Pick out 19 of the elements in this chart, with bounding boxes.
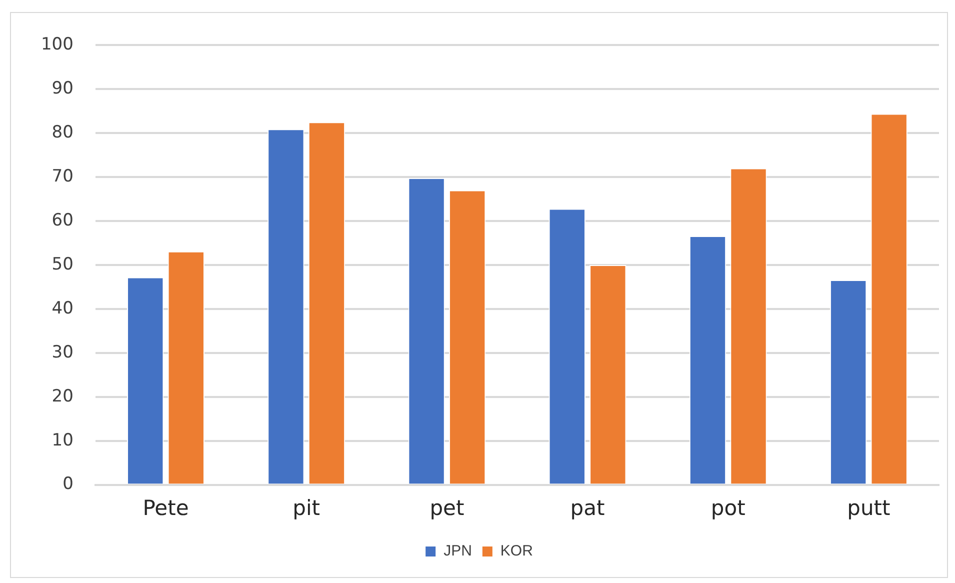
y-tick-label: 0 [62, 474, 74, 494]
legend-label: JPN [444, 542, 472, 560]
y-tick-label: 20 [52, 386, 74, 406]
y-tick-label: 10 [52, 430, 74, 450]
legend-label: KOR [500, 542, 534, 560]
x-tick-label: Pete [142, 496, 189, 520]
x-tick-label: pet [430, 496, 464, 520]
y-tick-label: 30 [52, 342, 74, 362]
x-tick-label: pot [710, 496, 746, 520]
y-tick-label: 100 [40, 34, 74, 55]
y-tick-label: 60 [52, 210, 74, 230]
x-tick-label: pit [292, 496, 320, 520]
y-tick-label: 40 [52, 298, 74, 318]
x-tick-label: putt [847, 496, 890, 520]
x-tick-label: pat [570, 496, 605, 520]
y-tick-label: 80 [52, 122, 74, 143]
y-tick-label: 70 [52, 166, 74, 186]
y-tick-label: 90 [52, 78, 74, 99]
y-tick-label: 50 [52, 254, 74, 274]
